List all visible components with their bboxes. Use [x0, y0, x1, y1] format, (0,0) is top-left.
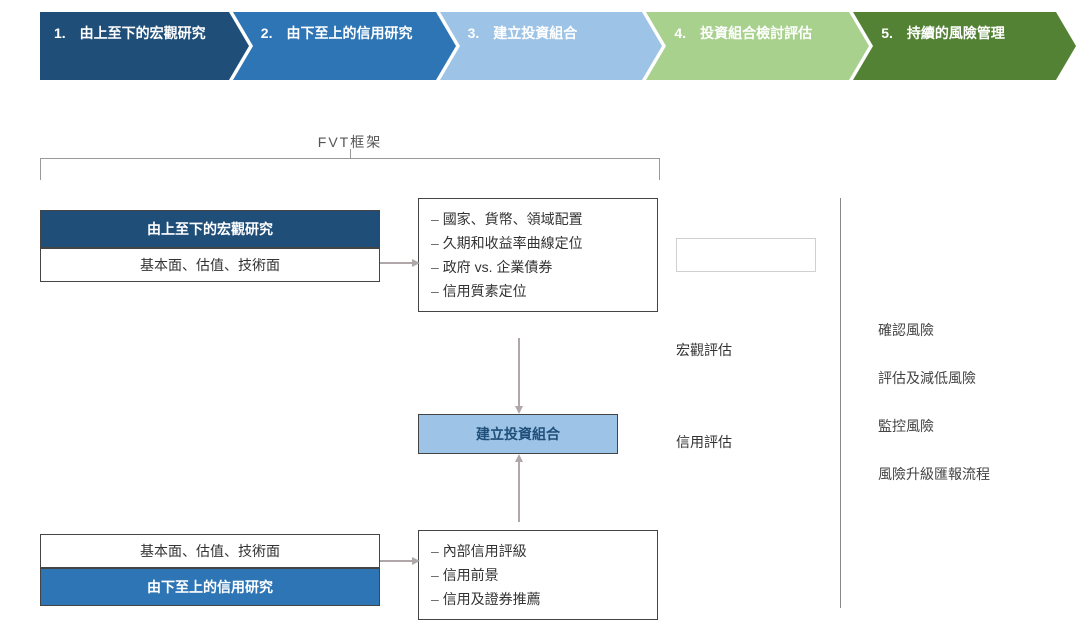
topdown-title-box: 由上至下的宏觀研究 — [40, 210, 380, 248]
chevron-step-4: 4. 投資組合檢討評估 — [646, 12, 849, 80]
arrow-topdown-to-macro — [380, 262, 412, 264]
bottomup-title-box: 由下至上的信用研究 — [40, 568, 380, 606]
arrow-macro-to-portfolio — [518, 338, 520, 406]
chevron-step-2: 2. 由下至上的信用研究 — [233, 12, 436, 80]
arrow-credit-to-portfolio — [518, 462, 520, 522]
credit-eval-label: 信用評估 — [676, 432, 732, 452]
build-portfolio-text: 建立投資組合 — [476, 424, 560, 444]
macro-output-item: 國家、貨幣、領域配置 — [431, 207, 645, 231]
macro-output-item: 信用質素定位 — [431, 279, 645, 303]
arrow-bottomup-to-credit — [380, 560, 412, 562]
build-portfolio-box: 建立投資組合 — [418, 414, 618, 454]
credit-output-item: 內部信用評級 — [431, 539, 645, 563]
chevron-step-5: 5. 持續的風險管理 — [853, 12, 1056, 80]
process-chevron-row: 1. 由上至下的宏觀研究 2. 由下至上的信用研究 3. 建立投資組合 4. 投… — [40, 12, 1060, 80]
chevron-step-3-label: 3. 建立投資組合 — [468, 24, 578, 44]
topdown-title-text: 由上至下的宏觀研究 — [147, 219, 273, 239]
credit-output-item: 信用前景 — [431, 563, 645, 587]
topdown-subtitle-box: 基本面、估值、技術面 — [40, 248, 380, 282]
credit-outputs-box: 內部信用評級 信用前景 信用及證券推薦 — [418, 530, 658, 620]
topdown-subtitle-text: 基本面、估值、技術面 — [140, 255, 280, 275]
risk-item: 確認風險 — [878, 320, 934, 340]
fvt-bracket — [40, 158, 660, 180]
macro-outputs-box: 國家、貨幣、領域配置 久期和收益率曲線定位 政府 vs. 企業債券 信用質素定位 — [418, 198, 658, 312]
chevron-step-1: 1. 由上至下的宏觀研究 — [40, 12, 229, 80]
chevron-step-2-label: 2. 由下至上的信用研究 — [261, 24, 413, 44]
bottomup-subtitle-box: 基本面、估值、技術面 — [40, 534, 380, 568]
eval-box — [676, 238, 816, 272]
chevron-step-4-label: 4. 投資組合檢討評估 — [674, 24, 812, 44]
macro-eval-label: 宏觀評估 — [676, 340, 732, 360]
macro-output-item: 久期和收益率曲線定位 — [431, 231, 645, 255]
risk-item: 風險升級匯報流程 — [878, 464, 990, 484]
bottomup-title-text: 由下至上的信用研究 — [147, 577, 273, 597]
risk-item: 評估及減低風險 — [878, 368, 976, 388]
chevron-step-1-label: 1. 由上至下的宏觀研究 — [54, 24, 206, 44]
chevron-step-5-label: 5. 持續的風險管理 — [881, 24, 1005, 44]
risk-item: 監控風險 — [878, 416, 934, 436]
bottomup-subtitle-text: 基本面、估值、技術面 — [140, 541, 280, 561]
chevron-step-3: 3. 建立投資組合 — [440, 12, 643, 80]
credit-output-item: 信用及證券推薦 — [431, 587, 645, 611]
vertical-divider — [840, 198, 841, 608]
macro-output-item: 政府 vs. 企業債券 — [431, 255, 645, 279]
